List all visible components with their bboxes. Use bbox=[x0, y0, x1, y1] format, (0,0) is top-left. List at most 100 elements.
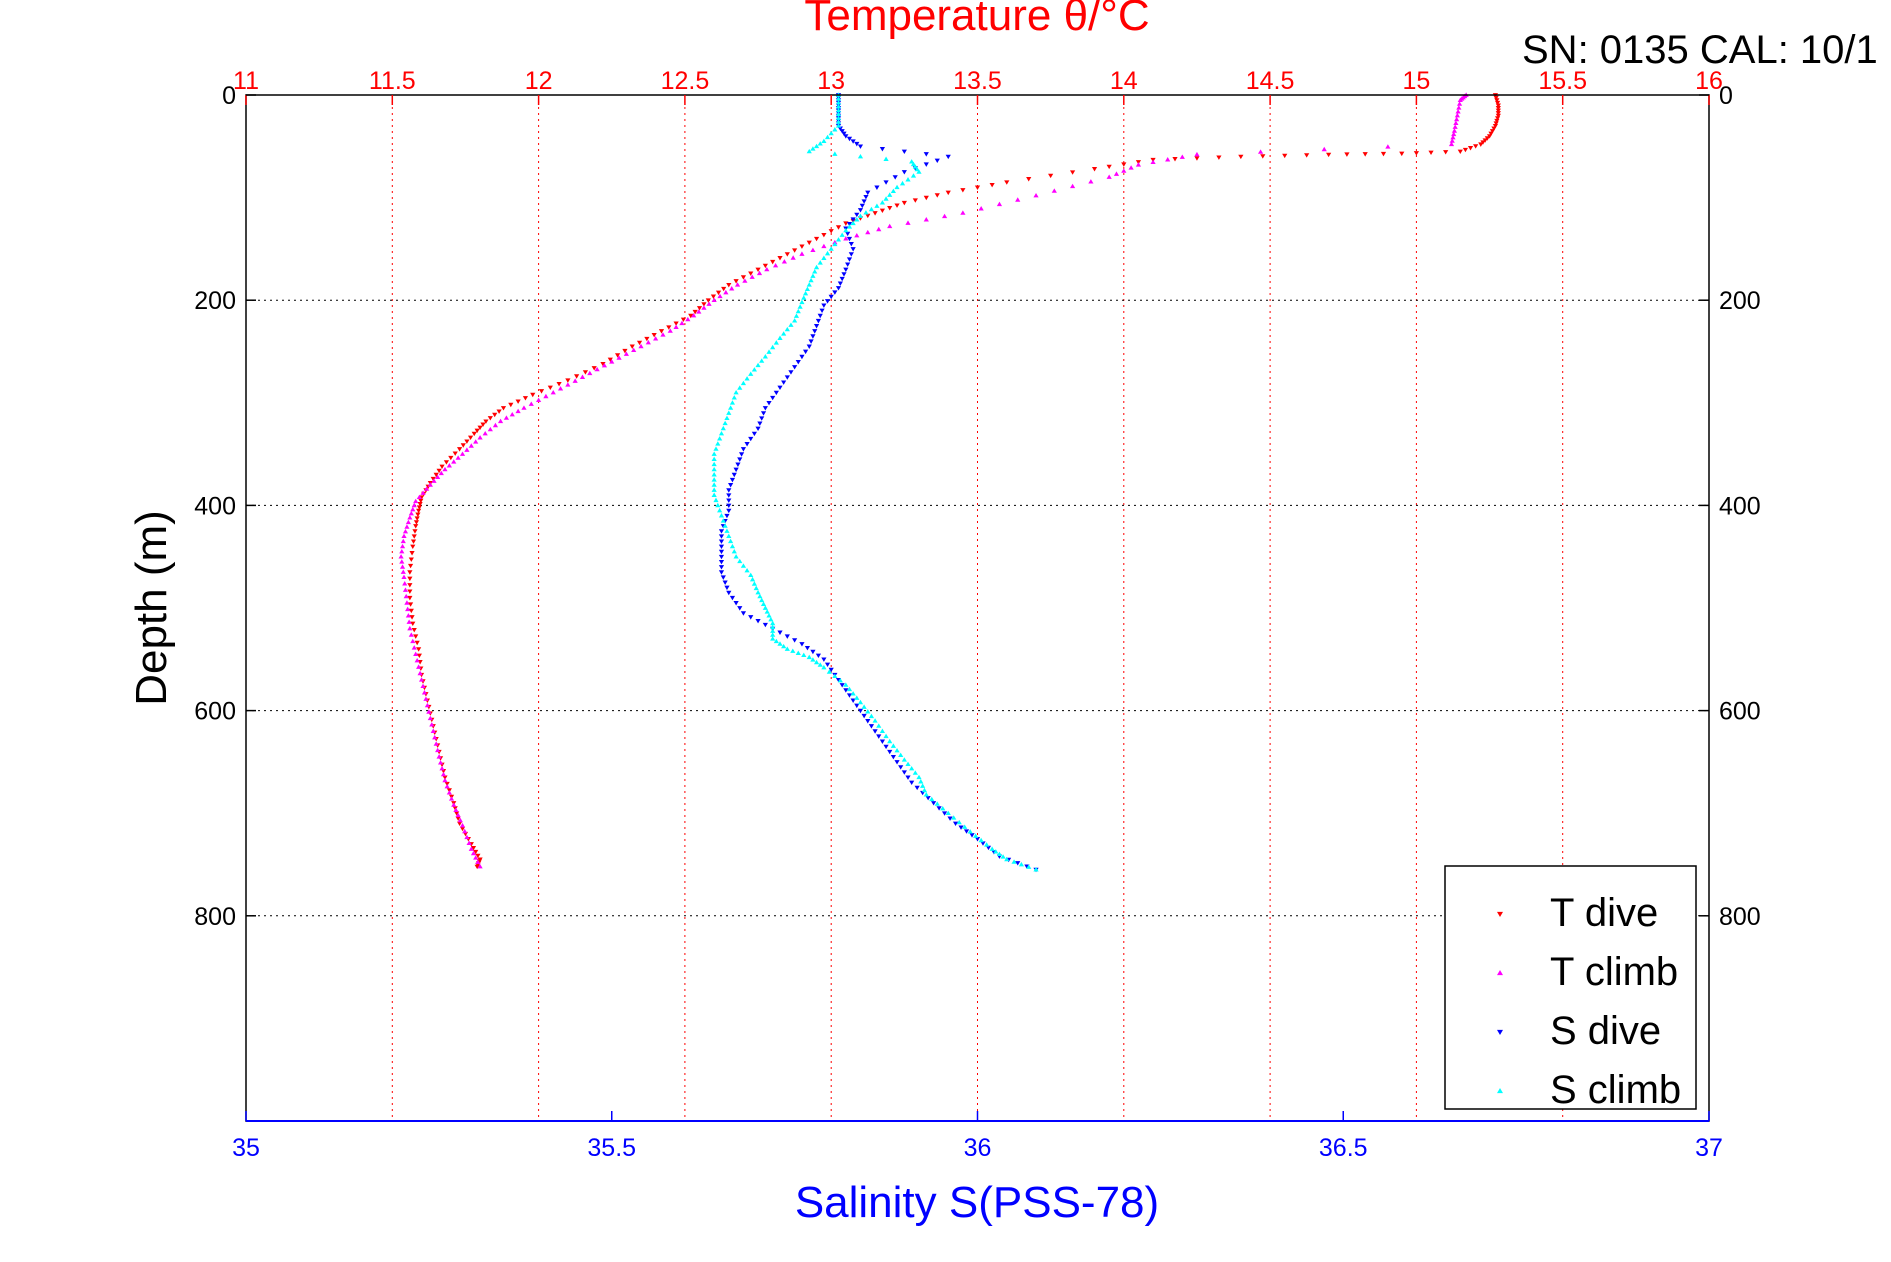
data-point bbox=[413, 651, 419, 656]
data-point bbox=[726, 488, 732, 493]
data-point bbox=[751, 431, 757, 437]
data-point bbox=[806, 240, 812, 246]
data-point bbox=[547, 385, 553, 391]
data-point bbox=[1106, 164, 1112, 170]
data-point bbox=[733, 467, 739, 473]
data-point bbox=[432, 734, 438, 740]
data-point bbox=[846, 257, 853, 262]
data-point bbox=[1495, 106, 1501, 111]
data-point bbox=[711, 472, 717, 477]
data-point bbox=[556, 381, 562, 387]
y-tick-label-right: 200 bbox=[1719, 287, 1761, 315]
data-point bbox=[1194, 151, 1200, 157]
data-point bbox=[996, 201, 1003, 207]
data-point bbox=[410, 506, 416, 512]
data-point bbox=[720, 575, 726, 580]
data-point bbox=[451, 459, 457, 464]
data-point bbox=[733, 601, 739, 606]
data-point bbox=[412, 529, 418, 534]
series-t-dive bbox=[407, 93, 1501, 870]
data-point bbox=[766, 400, 772, 406]
data-point bbox=[766, 613, 772, 618]
data-point bbox=[810, 146, 816, 151]
data-point bbox=[439, 765, 445, 771]
data-point bbox=[711, 482, 717, 487]
data-point bbox=[854, 217, 860, 222]
data-point bbox=[521, 405, 527, 410]
data-point bbox=[402, 528, 409, 534]
data-point bbox=[405, 606, 411, 612]
data-point bbox=[841, 272, 847, 277]
data-point bbox=[477, 435, 483, 440]
data-point bbox=[729, 543, 736, 549]
data-point bbox=[464, 834, 470, 840]
data-point bbox=[835, 225, 842, 230]
data-point bbox=[945, 190, 951, 196]
data-point bbox=[821, 232, 827, 238]
data-point bbox=[817, 662, 823, 667]
data-point bbox=[446, 790, 452, 795]
data-point bbox=[459, 451, 466, 456]
data-point bbox=[1257, 149, 1264, 154]
top-tick-label: 14.5 bbox=[1246, 67, 1295, 95]
data-point bbox=[978, 206, 984, 211]
data-point bbox=[749, 576, 756, 582]
data-point bbox=[802, 290, 809, 296]
data-point bbox=[696, 309, 702, 314]
data-point bbox=[784, 646, 790, 651]
data-point bbox=[806, 344, 812, 349]
data-point bbox=[1455, 109, 1461, 114]
data-point bbox=[883, 733, 889, 739]
data-point bbox=[936, 806, 942, 811]
data-point bbox=[415, 512, 421, 517]
data-point bbox=[452, 451, 458, 456]
data-point bbox=[883, 744, 889, 750]
data-point bbox=[865, 229, 871, 235]
data-point bbox=[735, 462, 741, 467]
data-point bbox=[522, 396, 529, 401]
data-point bbox=[538, 389, 545, 394]
data-point bbox=[773, 340, 779, 345]
data-point bbox=[865, 709, 871, 714]
data-point bbox=[622, 348, 628, 354]
data-point bbox=[600, 361, 606, 367]
data-point bbox=[405, 519, 411, 525]
top-tick-label: 13.5 bbox=[953, 67, 1002, 95]
data-point bbox=[887, 192, 893, 197]
data-point bbox=[416, 647, 422, 652]
data-point bbox=[399, 548, 405, 554]
data-point bbox=[894, 203, 900, 208]
data-point bbox=[989, 182, 995, 188]
data-point bbox=[638, 343, 644, 349]
data-point bbox=[799, 251, 805, 256]
data-point bbox=[475, 859, 481, 865]
data-point bbox=[500, 406, 507, 411]
data-point bbox=[679, 320, 685, 326]
data-point bbox=[718, 529, 725, 534]
data-point bbox=[916, 169, 922, 174]
series-t-climb bbox=[398, 92, 1469, 869]
data-point bbox=[399, 564, 406, 569]
data-point bbox=[1000, 854, 1006, 859]
data-point bbox=[890, 188, 896, 194]
data-point bbox=[701, 305, 707, 310]
data-point bbox=[1362, 152, 1368, 157]
data-point bbox=[793, 313, 800, 318]
data-point bbox=[711, 466, 717, 472]
data-point bbox=[989, 846, 995, 851]
data-point bbox=[442, 775, 448, 780]
data-point bbox=[729, 477, 736, 483]
data-point bbox=[850, 247, 856, 252]
top-tick-label: 12 bbox=[525, 67, 553, 95]
data-point bbox=[1457, 149, 1463, 155]
data-point bbox=[718, 560, 725, 565]
data-point bbox=[755, 362, 761, 368]
legend-marker bbox=[1497, 970, 1503, 976]
data-point bbox=[443, 460, 450, 465]
data-point bbox=[401, 574, 407, 580]
data-point bbox=[1428, 150, 1434, 156]
data-point bbox=[748, 572, 754, 577]
data-point bbox=[474, 864, 480, 870]
data-point bbox=[444, 783, 450, 789]
data-point bbox=[762, 605, 768, 610]
